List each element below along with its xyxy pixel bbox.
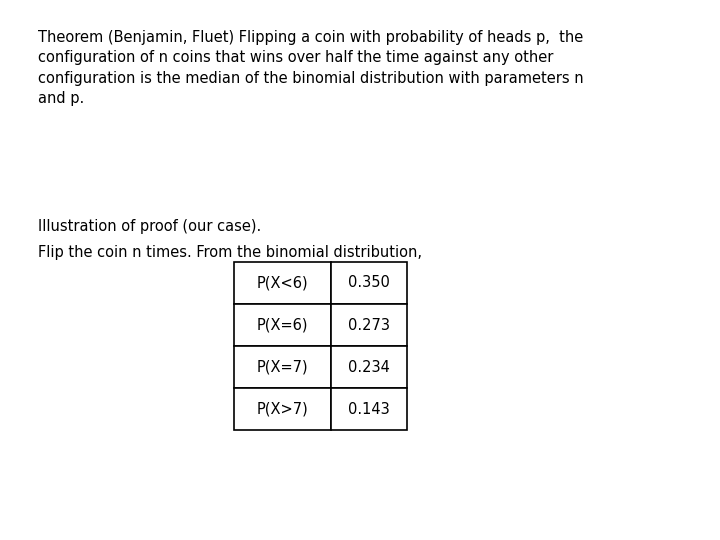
Text: 0.273: 0.273 xyxy=(348,318,390,333)
Text: Theorem (Benjamin, Fluet) Flipping a coin with probability of heads p,  the
conf: Theorem (Benjamin, Fluet) Flipping a coi… xyxy=(38,30,584,106)
Text: P(X=7): P(X=7) xyxy=(257,360,308,375)
Text: Flip the coin n times. From the binomial distribution,: Flip the coin n times. From the binomial… xyxy=(38,245,422,260)
Text: Illustration of proof (our case).: Illustration of proof (our case). xyxy=(38,219,261,234)
Text: P(X<6): P(X<6) xyxy=(257,275,308,291)
Text: P(X>7): P(X>7) xyxy=(257,402,308,417)
Text: P(X=6): P(X=6) xyxy=(257,318,308,333)
Text: 0.143: 0.143 xyxy=(348,402,390,417)
Text: 0.234: 0.234 xyxy=(348,360,390,375)
Text: 0.350: 0.350 xyxy=(348,275,390,291)
